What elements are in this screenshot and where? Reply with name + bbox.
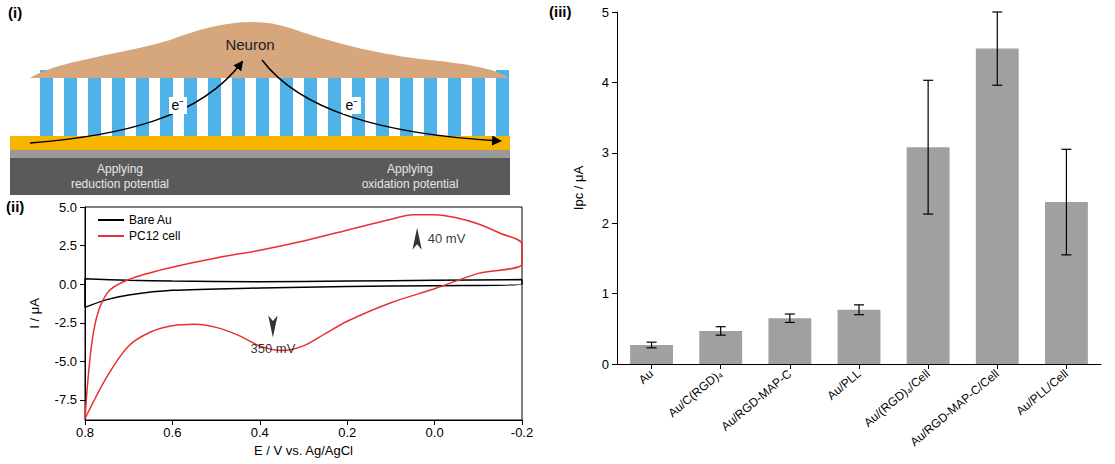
svg-text:2.5: 2.5	[59, 238, 77, 253]
svg-text:Au/RGD-MAP-C: Au/RGD-MAP-C	[718, 366, 794, 433]
svg-text:e⁻: e⁻	[346, 97, 359, 113]
svg-text:Neuron: Neuron	[225, 36, 274, 53]
svg-text:Bare Au: Bare Au	[129, 213, 172, 227]
svg-text:5: 5	[602, 5, 609, 20]
svg-text:-7.5: -7.5	[55, 392, 77, 407]
svg-text:Ipc / μA: Ipc / μA	[571, 166, 586, 211]
svg-text:(ii): (ii)	[6, 198, 24, 215]
svg-text:-0.2: -0.2	[511, 425, 533, 440]
svg-text:I / μA: I / μA	[27, 298, 42, 329]
svg-text:Au/(RGD)₄/Cell: Au/(RGD)₄/Cell	[861, 367, 932, 430]
svg-text:-2.5: -2.5	[55, 315, 77, 330]
svg-text:350 mV: 350 mV	[251, 341, 296, 356]
svg-text:oxidation potential: oxidation potential	[362, 177, 459, 191]
svg-text:(i): (i)	[8, 4, 22, 21]
svg-text:Au/RGD-MAP-C/Cell: Au/RGD-MAP-C/Cell	[907, 367, 1001, 449]
svg-text:40 mV: 40 mV	[428, 231, 466, 246]
svg-text:2: 2	[602, 216, 609, 231]
svg-text:0.6: 0.6	[163, 425, 181, 440]
svg-text:reduction potential: reduction potential	[71, 177, 169, 191]
svg-text:3: 3	[602, 145, 609, 160]
svg-text:Applying: Applying	[97, 162, 143, 176]
svg-text:0.8: 0.8	[76, 425, 94, 440]
svg-text:4: 4	[602, 75, 609, 90]
svg-text:E / V vs. Ag/AgCl: E / V vs. Ag/AgCl	[254, 443, 353, 458]
svg-text:Au/C(RGD)₄: Au/C(RGD)₄	[665, 367, 725, 420]
svg-text:Au/PLL/Cell: Au/PLL/Cell	[1013, 367, 1071, 418]
svg-text:PC12 cell: PC12 cell	[129, 229, 180, 243]
svg-text:Au: Au	[636, 367, 656, 387]
svg-text:0.4: 0.4	[251, 425, 269, 440]
svg-text:e⁻: e⁻	[172, 97, 185, 113]
svg-text:-5.0: -5.0	[55, 354, 77, 369]
svg-text:5.0: 5.0	[59, 200, 77, 215]
svg-text:(iii): (iii)	[549, 3, 572, 20]
svg-text:Applying: Applying	[387, 162, 433, 176]
svg-text:Au/PLL: Au/PLL	[824, 366, 863, 402]
svg-text:1: 1	[602, 286, 609, 301]
svg-text:0: 0	[602, 357, 609, 372]
svg-text:0.0: 0.0	[59, 277, 77, 292]
svg-text:0.0: 0.0	[426, 425, 444, 440]
svg-text:0.2: 0.2	[338, 425, 356, 440]
